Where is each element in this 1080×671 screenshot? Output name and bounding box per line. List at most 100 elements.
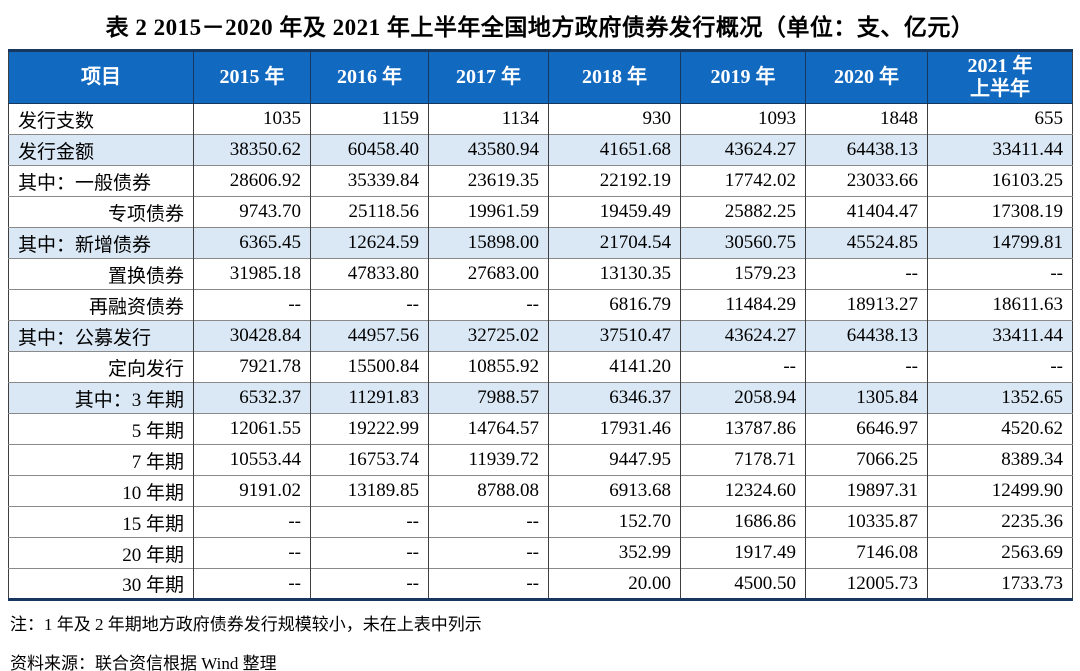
value-cell: 41404.47 — [805, 196, 928, 228]
row-label-cell: 其中：公募发行 — [8, 320, 194, 352]
value-cell: -- — [193, 537, 311, 569]
value-cell: 15898.00 — [428, 227, 549, 259]
value-cell: 8389.34 — [927, 444, 1073, 476]
table-row: 置换债券 31985.18 47833.80 27683.00 13130.35 1579… — [8, 258, 1073, 290]
value-cell: 43580.94 — [428, 134, 549, 166]
value-cell: 10335.87 — [805, 506, 928, 538]
value-cell: 44957.56 — [310, 320, 429, 352]
value-cell: 13787.86 — [680, 413, 806, 445]
value-cell: 60458.40 — [310, 134, 429, 166]
value-cell: 8788.08 — [428, 475, 549, 507]
value-cell: 6532.37 — [193, 382, 311, 414]
value-cell: 47833.80 — [310, 258, 429, 290]
table-row: 专项债券 9743.70 25118.56 19961.59 19459.49 25882… — [8, 196, 1073, 228]
value-cell: 15500.84 — [310, 351, 429, 383]
bond-issuance-table: 项目 2015 年 2016 年 2017 年 2018 年 2019 年 2020 年 20… — [8, 49, 1073, 601]
value-cell: 31985.18 — [193, 258, 311, 290]
value-cell: 4141.20 — [548, 351, 681, 383]
row-label-cell: 发行支数 — [18, 110, 95, 132]
value-cell: -- — [428, 289, 549, 321]
value-cell: 2058.94 — [680, 382, 806, 414]
value-cell: 1159 — [310, 103, 429, 135]
value-cell: 17931.46 — [548, 413, 681, 445]
row-label-cell: 其中：一般债券 — [8, 165, 194, 197]
table-row: 20 年期 -- -- -- 352.99 1917.49 7146.08 2563.69 — [8, 537, 1073, 569]
value-cell: 12324.60 — [680, 475, 806, 507]
value-cell: 19961.59 — [428, 196, 549, 228]
table-row: 发行金额 38350.62 60458.40 43580.94 41651.68 4362… — [8, 134, 1073, 166]
value-cell: 1733.73 — [927, 568, 1073, 600]
value-cell: 19459.49 — [548, 196, 681, 228]
value-cell: 9191.02 — [193, 475, 311, 507]
value-cell: 1035 — [193, 103, 311, 135]
value-cell: 1848 — [805, 103, 928, 135]
table-row: 再融资债券 -- -- -- 6816.79 11484.29 18913.27 18611.… — [8, 289, 1073, 321]
value-cell: 25882.25 — [680, 196, 806, 228]
value-cell: 22192.19 — [548, 165, 681, 197]
table-row: 定向发行 7921.78 15500.84 10855.92 4141.20 -- -- -- — [8, 351, 1073, 383]
row-label-cell: 10 年期 — [8, 475, 194, 507]
value-cell: 7988.57 — [428, 382, 549, 414]
value-cell: 13130.35 — [548, 258, 681, 290]
value-cell: 30560.75 — [680, 227, 806, 259]
source-note: 资料来源：联合资信根据 Wind 整理 — [10, 654, 277, 671]
row-label-cell: 其中：3 年期 — [8, 382, 194, 414]
value-cell: 7178.71 — [680, 444, 806, 476]
value-cell: -- — [805, 351, 928, 383]
value-cell: 11484.29 — [680, 289, 806, 321]
value-cell: 1305.84 — [805, 382, 928, 414]
header-row: 项目 2015 年 2016 年 2017 年 2018 年 2019 年 2020 年 20… — [8, 50, 1073, 104]
table-row: 15 年期 -- -- -- 152.70 1686.86 10335.87 2235.36 — [8, 506, 1073, 538]
value-cell: 12061.55 — [193, 413, 311, 445]
column-header-year: 2020 年 — [805, 50, 928, 104]
row-label-cell: 30 年期 — [8, 568, 194, 600]
value-cell: -- — [680, 351, 806, 383]
value-cell: 17308.19 — [927, 196, 1073, 228]
value-cell: -- — [193, 506, 311, 538]
value-cell: 12005.73 — [805, 568, 928, 600]
value-cell: 7146.08 — [805, 537, 928, 569]
column-header-year: 2017 年 — [428, 50, 549, 104]
value-cell: 1686.86 — [680, 506, 806, 538]
column-header-year: 2016 年 — [310, 50, 429, 104]
value-cell: 14799.81 — [927, 227, 1073, 259]
row-label-cell: 发行金额 — [8, 134, 194, 166]
row-label-cell: 专项债券 — [8, 196, 194, 228]
column-header-year: 2018 年 — [548, 50, 681, 104]
value-cell: 11291.83 — [310, 382, 429, 414]
table-header: 项目 2015 年 2016 年 2017 年 2018 年 2019 年 2020 年 20… — [8, 50, 1073, 104]
value-cell: 352.99 — [548, 537, 681, 569]
value-cell: 64438.13 — [805, 320, 928, 352]
value-cell: 33411.44 — [927, 134, 1073, 166]
table-row: 30 年期 -- -- -- 20.00 4500.50 12005.73 1733.73 — [8, 568, 1073, 600]
value-cell: 23033.66 — [805, 165, 928, 197]
value-cell: 6646.97 — [805, 413, 928, 445]
table-title: 表 2 2015－2020 年及 2021 年上半年全国地方政府债券发行概况（单… — [105, 15, 975, 40]
value-cell: -- — [310, 506, 429, 538]
value-cell: 9447.95 — [548, 444, 681, 476]
value-cell: -- — [310, 568, 429, 600]
value-cell: 1579.23 — [680, 258, 806, 290]
value-cell: 12499.90 — [927, 475, 1073, 507]
row-label-cell: 置换债券 — [8, 258, 194, 290]
value-cell: 41651.68 — [548, 134, 681, 166]
value-cell: 152.70 — [548, 506, 681, 538]
value-cell: 10553.44 — [193, 444, 311, 476]
column-header-year: 2019 年 — [680, 50, 806, 104]
column-header-year: 2015 年 — [193, 50, 311, 104]
value-cell: 14764.57 — [428, 413, 549, 445]
value-cell: 930 — [548, 103, 681, 135]
value-cell: 4500.50 — [680, 568, 806, 600]
value-cell: -- — [927, 351, 1073, 383]
value-cell: 11939.72 — [428, 444, 549, 476]
value-cell: 35339.84 — [310, 165, 429, 197]
value-cell: 64438.13 — [805, 134, 928, 166]
value-cell: -- — [193, 568, 311, 600]
value-cell: 6365.45 — [193, 227, 311, 259]
value-cell: -- — [428, 568, 549, 600]
table-notes: 注：1 年及 2 年期地方政府债券发行规模较小，未在上表中列示 资料来源：联合资… — [8, 601, 1072, 671]
value-cell: 7066.25 — [805, 444, 928, 476]
value-cell: -- — [193, 289, 311, 321]
table-row: 7 年期 10553.44 16753.74 11939.72 9447.95 7178.… — [8, 444, 1073, 476]
table-row: 5 年期 12061.55 19222.99 14764.57 17931.46 1378… — [8, 413, 1073, 445]
